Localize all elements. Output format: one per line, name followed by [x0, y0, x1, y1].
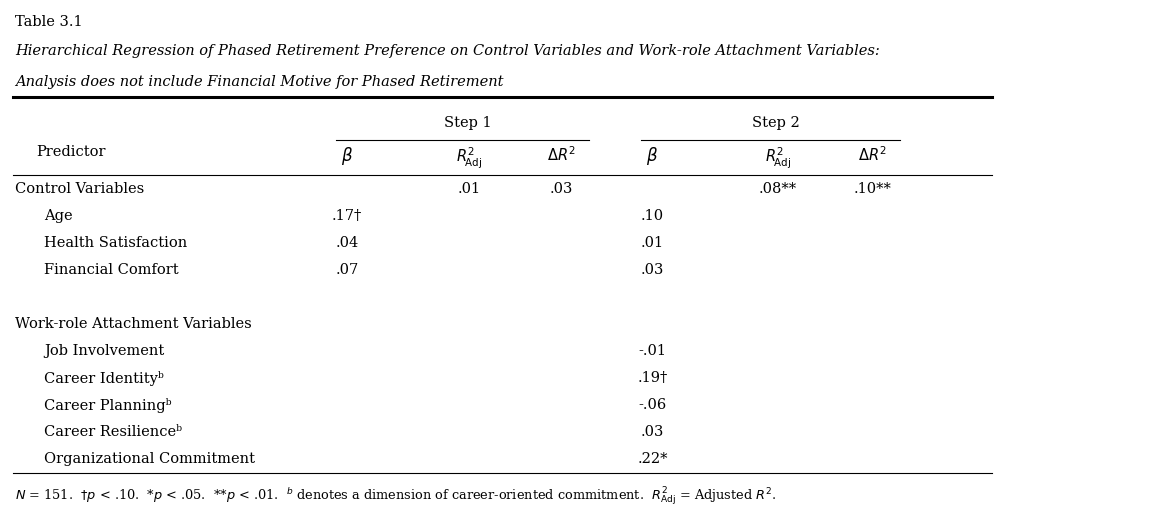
Text: .01: .01	[457, 181, 480, 195]
Text: Hierarchical Regression of Phased Retirement Preference on Control Variables and: Hierarchical Regression of Phased Retire…	[15, 44, 880, 58]
Text: .10**: .10**	[854, 181, 892, 195]
Text: $\Delta R^2$: $\Delta R^2$	[547, 145, 575, 164]
Text: .03: .03	[641, 262, 664, 276]
Text: -.06: -.06	[639, 397, 666, 411]
Text: Work-role Attachment Variables: Work-role Attachment Variables	[15, 316, 252, 330]
Text: Step 1: Step 1	[445, 116, 492, 130]
Text: Job Involvement: Job Involvement	[44, 343, 164, 357]
Text: Age: Age	[44, 208, 73, 222]
Text: Health Satisfaction: Health Satisfaction	[44, 235, 187, 249]
Text: .10: .10	[641, 208, 664, 222]
Text: $\beta$: $\beta$	[341, 145, 353, 167]
Text: Career Resilienceᵇ: Career Resilienceᵇ	[44, 424, 182, 438]
Text: Career Identityᵇ: Career Identityᵇ	[44, 370, 164, 385]
Text: Organizational Commitment: Organizational Commitment	[44, 451, 255, 465]
Text: .04: .04	[335, 235, 359, 249]
Text: Analysis does not include Financial Motive for Phased Retirement: Analysis does not include Financial Moti…	[15, 75, 504, 89]
Text: .03: .03	[641, 424, 664, 438]
Text: .03: .03	[550, 181, 573, 195]
Text: .07: .07	[335, 262, 359, 276]
Text: $\Delta R^2$: $\Delta R^2$	[858, 145, 887, 164]
Text: Control Variables: Control Variables	[15, 181, 144, 195]
Text: $R^2_{\!\mathrm{Adj}}$: $R^2_{\!\mathrm{Adj}}$	[456, 145, 482, 170]
Text: Step 2: Step 2	[752, 116, 800, 130]
Text: .17†: .17†	[331, 208, 363, 222]
Text: $\beta$: $\beta$	[647, 145, 658, 167]
Text: $N$ = 151.  $\dagger$$p$ < .10.  *$p$ < .05.  **$p$ < .01.  $^b$ denotes a dimen: $N$ = 151. $\dagger$$p$ < .10. *$p$ < .0…	[15, 484, 776, 506]
Text: .01: .01	[641, 235, 664, 249]
Text: .19†: .19†	[638, 370, 668, 384]
Text: $R^2_{\!\mathrm{Adj}}$: $R^2_{\!\mathrm{Adj}}$	[765, 145, 791, 170]
Text: Table 3.1: Table 3.1	[15, 15, 83, 29]
Text: Predictor: Predictor	[36, 145, 105, 159]
Text: .22*: .22*	[638, 451, 668, 465]
Text: Financial Comfort: Financial Comfort	[44, 262, 179, 276]
Text: -.01: -.01	[639, 343, 666, 357]
Text: Career Planningᵇ: Career Planningᵇ	[44, 397, 172, 412]
Text: .08**: .08**	[759, 181, 797, 195]
